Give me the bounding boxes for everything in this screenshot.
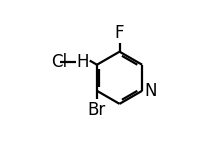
Text: N: N [144,82,157,100]
Text: H: H [76,53,89,71]
Text: Cl: Cl [51,53,67,71]
Text: F: F [115,24,124,42]
Text: Br: Br [88,101,106,119]
